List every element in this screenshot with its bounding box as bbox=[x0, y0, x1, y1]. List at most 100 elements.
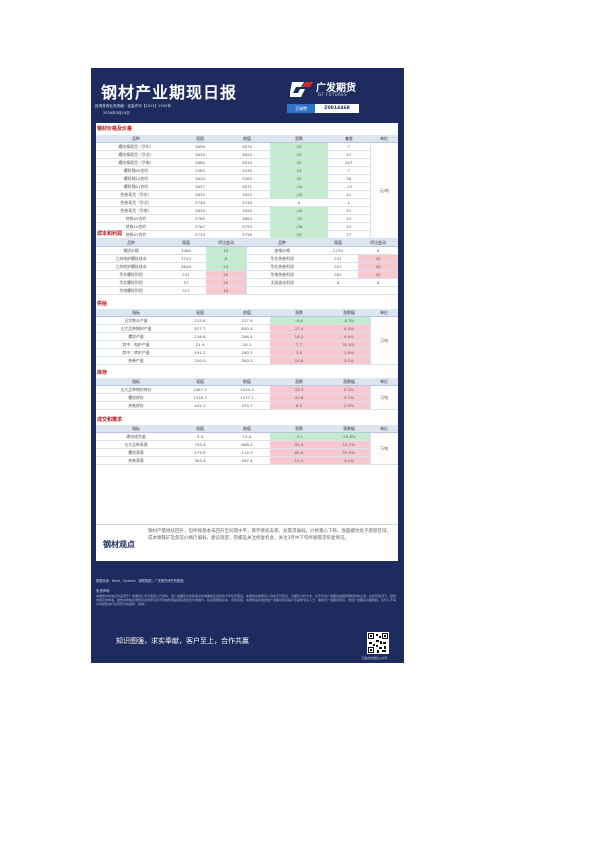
col-header: 指标 bbox=[96, 309, 176, 317]
previous-value: 206.4 bbox=[224, 332, 270, 341]
current-value: 3769 bbox=[176, 214, 224, 223]
previous-value: 435.7 bbox=[224, 401, 270, 410]
change-value: -34 bbox=[270, 182, 328, 191]
table-row: 螺纹库存 1318.7 1277.1 41.6 3.3% bbox=[96, 393, 398, 402]
current-value: 2730 bbox=[318, 246, 358, 255]
change-value: 20 bbox=[270, 150, 328, 159]
previous-value: 2434.3 bbox=[224, 385, 270, 394]
previous-value: 3793 bbox=[224, 222, 270, 231]
col-header: 现值 bbox=[318, 239, 358, 247]
unit-cell: 元/吨 bbox=[369, 142, 398, 239]
current-value: 3767 bbox=[176, 222, 224, 231]
change-pct: 57.9% bbox=[328, 448, 370, 457]
current-value: 3690 bbox=[176, 142, 224, 151]
license-line: 投资咨询业务资格：证监许可【2011】1292号 bbox=[95, 104, 171, 108]
change-pct: 2.2% bbox=[328, 385, 370, 394]
change-value: -20 bbox=[270, 206, 328, 215]
current-value: 21.4 bbox=[176, 340, 224, 349]
col-header: 涨跌 bbox=[270, 135, 328, 143]
current-value: 3640 bbox=[166, 262, 206, 271]
change-pct: 13.7% bbox=[328, 440, 370, 449]
change-value: 0 bbox=[270, 198, 328, 207]
row-label: 江苏转炉螺纹成本 bbox=[96, 262, 166, 271]
change-value: 6.5 bbox=[270, 401, 328, 410]
cost-table: 品种 现值 环比变动 品种 现值 环比变动 钢坯价格 3400 10 废钢价格 2730… bbox=[96, 239, 398, 295]
market-view: 钢材观点 钢材产量继续回升，但终端基本未回升至同期水平，库存继续去库，总需求偏弱… bbox=[96, 524, 398, 561]
change-value: 40 bbox=[358, 262, 398, 271]
basis-value: 41 bbox=[328, 190, 370, 199]
current-value: 3733 bbox=[176, 230, 224, 239]
table-row: 建材成交量 9.9 13.0 -3.1 -23.8% 万吨 bbox=[96, 432, 398, 465]
change-value: 3.0 bbox=[270, 348, 328, 357]
current-value: 3880 bbox=[176, 158, 224, 167]
row-label: 五大品种钢材产量 bbox=[96, 324, 176, 333]
col-header: 现值 bbox=[176, 135, 224, 143]
gf-logo-icon bbox=[290, 82, 313, 97]
row-label: 华东螺纹利润 bbox=[96, 270, 166, 279]
basis-value: 1 bbox=[328, 198, 370, 207]
row-label: 钢坯价格 bbox=[96, 246, 166, 255]
table-row: 螺纹表需 179.9 115.3 65.6 57.9% bbox=[96, 448, 398, 457]
row-label: 华北热卷利润 bbox=[245, 262, 318, 271]
previous-value: 698.5 bbox=[224, 440, 270, 449]
basis-value: -13 bbox=[328, 182, 370, 191]
table-row: 热卷现货（华东） 3835 3855 -20 41 bbox=[96, 190, 398, 199]
current-value: 317 bbox=[166, 286, 206, 295]
basis-value: 43 bbox=[328, 214, 370, 223]
previous-value: 3850 bbox=[224, 206, 270, 215]
row-label: 螺纹钢现货（华东） bbox=[96, 142, 176, 151]
basis-value: 7 bbox=[328, 142, 370, 151]
row-label: 其中：电炉产量 bbox=[96, 340, 176, 349]
current-value: 1318.7 bbox=[176, 393, 224, 402]
view-label: 钢材观点 bbox=[103, 540, 135, 549]
section-title-prices: 钢材价格及价差 bbox=[97, 126, 133, 132]
col-header: 单位 bbox=[370, 378, 398, 386]
change-value: 0 bbox=[358, 246, 398, 255]
previous-value: 292.4 bbox=[224, 456, 270, 465]
inventory-header-row: 指标 现值 前值 涨跌 涨跌幅 单位 bbox=[96, 378, 398, 386]
current-value: 3583 bbox=[176, 166, 224, 175]
basis-value: 47 bbox=[328, 150, 370, 159]
table-row: 热卷10合约 3767 3793 -26 43 bbox=[96, 222, 398, 231]
current-value: 179.9 bbox=[176, 448, 224, 457]
row-label: 热卷10合约 bbox=[96, 222, 176, 231]
disclaimer-text: 本报告中的信息均来源于广发期货认为可靠的公开资料，但广发期货对这些信息的准确性及… bbox=[96, 594, 397, 607]
col-header: 指标 bbox=[96, 425, 176, 433]
change-value: -0.6 bbox=[270, 316, 328, 325]
row-label: 日均铁水产量 bbox=[96, 316, 176, 325]
previous-value: 13.0 bbox=[224, 432, 270, 441]
basis-value: 30 bbox=[328, 174, 370, 183]
data-source: 数据来源：Wind、Mysteel、钢联数据；广发期货研究所整理。 bbox=[96, 579, 187, 583]
basis-value: 51 bbox=[328, 206, 370, 215]
row-label: 华东热卷利润 bbox=[245, 254, 318, 263]
previous-value: 180.3 bbox=[224, 348, 270, 357]
table-row: 其中：电炉产量 21.4 20.1 7.7 55.0% bbox=[96, 340, 398, 349]
table-row: 热卷库存 442.3 435.7 6.5 1.5% bbox=[96, 401, 398, 410]
current-value: 0 bbox=[318, 278, 358, 287]
current-value: 877.7 bbox=[176, 324, 224, 333]
row-label: 热卷现货（华北） bbox=[96, 198, 176, 207]
section-title-cost: 成本和利润 bbox=[97, 231, 123, 237]
table-row: 热卷现货（华南） 3830 3850 -20 51 bbox=[96, 206, 398, 215]
change-pct: 4.9% bbox=[328, 332, 370, 341]
view-text: 钢材产量继续回升，但终端基本未回升至同期水平，库存继续去库，总需求偏弱，价格重心… bbox=[148, 529, 391, 541]
col-header: 单位 bbox=[370, 425, 398, 433]
col-header: 涨跌幅 bbox=[328, 425, 370, 433]
table-row: 华东螺纹利润 247 20 华南热卷利润 267 20 bbox=[96, 270, 398, 279]
company-logo: 广发期货 GF FUTURES bbox=[290, 78, 368, 102]
col-header: 涨跌 bbox=[270, 309, 328, 317]
col-header: 基差 bbox=[328, 135, 370, 143]
row-label: 五大品种钢材库存 bbox=[96, 385, 176, 394]
cost-header-row: 品种 现值 环比变动 品种 现值 环比变动 bbox=[96, 239, 398, 247]
current-value: 207 bbox=[318, 262, 358, 271]
change-pct: 1.5% bbox=[328, 401, 370, 410]
change-value: 33.3 bbox=[270, 385, 328, 394]
current-value: 442.3 bbox=[176, 401, 224, 410]
current-value: 3400 bbox=[166, 246, 206, 255]
change-pct: -0.3% bbox=[328, 316, 370, 325]
change-value: 35 bbox=[270, 174, 328, 183]
row-label: 热卷01合约 bbox=[96, 230, 176, 239]
current-value: 3620 bbox=[176, 174, 224, 183]
previous-value: 3804 bbox=[224, 214, 270, 223]
current-value: 2467.5 bbox=[176, 385, 224, 394]
